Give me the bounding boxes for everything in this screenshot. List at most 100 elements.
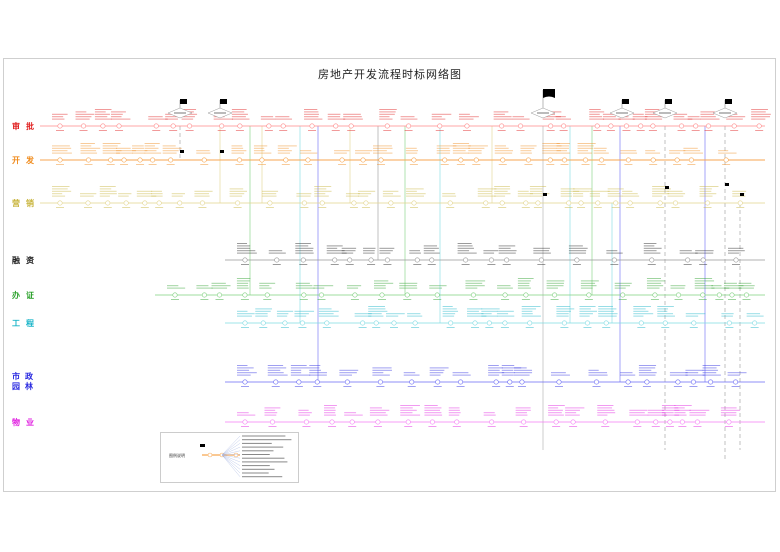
task-note: [368, 308, 386, 310]
task-note: [237, 369, 250, 371]
process-node: [472, 320, 478, 326]
task-note: [477, 195, 496, 197]
task-note: [231, 118, 250, 120]
task-duration: [268, 426, 277, 427]
task-note: [196, 287, 213, 289]
task-duration: [677, 130, 686, 131]
task-note: [520, 147, 535, 149]
task-note: [52, 193, 63, 195]
task-duration: [633, 426, 642, 427]
task-note: [290, 367, 310, 369]
task-note: [638, 367, 656, 369]
task-note: [555, 118, 572, 120]
task-note: [52, 147, 72, 149]
process-node: [360, 157, 366, 163]
task-duration: [313, 386, 322, 387]
process-node: [525, 157, 531, 163]
task-duration: [500, 327, 509, 328]
task-note: [298, 412, 312, 414]
task-note: [607, 193, 621, 195]
task-duration: [750, 327, 759, 328]
task-note: [589, 116, 603, 118]
task-duration: [471, 327, 480, 328]
task-note: [290, 372, 302, 374]
task-note: [111, 116, 122, 118]
process-node: [574, 257, 580, 263]
process-node: [705, 200, 711, 206]
task-note: [542, 147, 557, 149]
task-note: [465, 280, 486, 282]
process-node: [527, 320, 533, 326]
task-note: [533, 250, 550, 252]
task-duration: [440, 164, 449, 165]
task-duration: [487, 426, 496, 427]
process-node: [332, 257, 338, 263]
process-node: [463, 257, 469, 263]
task-note: [424, 405, 438, 406]
task-note: [295, 252, 314, 254]
task-note: [597, 409, 615, 411]
task-note: [727, 374, 740, 376]
process-node: [623, 123, 629, 129]
task-note: [236, 278, 251, 279]
task-duration: [704, 130, 713, 131]
task-note: [674, 405, 692, 406]
task-duration: [577, 207, 586, 208]
task-duration: [624, 164, 633, 165]
task-note: [354, 313, 372, 315]
task-duration: [259, 327, 268, 328]
task-note: [111, 111, 126, 113]
task-note: [673, 113, 688, 115]
task-duration: [648, 130, 657, 131]
task-note: [727, 250, 745, 252]
task-note: [622, 195, 640, 197]
task-note: [442, 308, 457, 310]
task-note: [442, 315, 455, 317]
task-note: [304, 118, 323, 120]
task-duration: [294, 386, 303, 387]
process-node: [435, 379, 441, 385]
task-note: [497, 287, 513, 289]
task-duration: [171, 299, 179, 300]
task-note: [597, 405, 614, 406]
task-note: [151, 190, 162, 192]
task-note: [324, 407, 336, 409]
task-note: [406, 190, 417, 192]
task-duration: [372, 327, 381, 328]
task-note: [643, 250, 657, 252]
task-note: [429, 367, 449, 369]
task-duration: [456, 164, 465, 165]
task-note: [646, 282, 662, 284]
task-note: [253, 145, 268, 147]
task-note: [556, 315, 569, 317]
task-note: [99, 190, 117, 192]
task-note: [167, 287, 186, 289]
task-note: [497, 285, 511, 287]
process-node: [406, 123, 412, 129]
process-node: [694, 419, 700, 425]
task-note: [309, 367, 320, 369]
task-note: [496, 310, 514, 312]
task-note: [517, 193, 534, 195]
task-note: [542, 150, 561, 152]
task-note: [711, 285, 722, 287]
task-note: [357, 195, 369, 197]
task-note: [431, 113, 452, 115]
task-duration: [602, 327, 611, 328]
process-node: [519, 379, 525, 385]
task-note: [638, 374, 656, 376]
task-note: [751, 113, 771, 115]
task-note: [477, 188, 497, 190]
task-note: [517, 190, 529, 192]
task-note: [400, 407, 413, 409]
task-note: [277, 150, 292, 152]
task-note: [529, 186, 547, 187]
task-note: [118, 193, 132, 195]
task-note: [577, 152, 593, 154]
task-note: [295, 287, 315, 289]
process-node: [411, 157, 417, 163]
task-note: [556, 150, 568, 152]
task-note: [261, 190, 279, 192]
legend-pointer: [221, 454, 241, 463]
milestone-label: [659, 112, 671, 114]
